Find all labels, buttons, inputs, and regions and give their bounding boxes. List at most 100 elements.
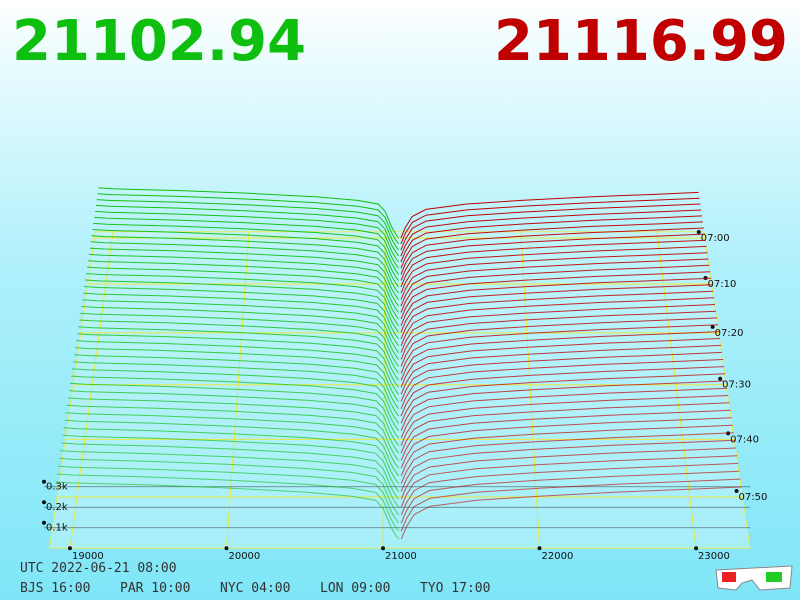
asks-layer <box>400 338 721 388</box>
bids-layer <box>67 397 400 454</box>
bids-layer <box>89 247 399 300</box>
bids-layer <box>71 375 400 431</box>
asks-layer <box>400 447 737 500</box>
x-tick-label: 23000 <box>698 551 730 562</box>
city-time: NYC 04:00 <box>220 581 290 596</box>
city-time: TYO 17:00 <box>420 581 490 596</box>
asks-layer <box>400 203 701 251</box>
asks-layer <box>400 424 733 477</box>
x-tick-label: 20000 <box>228 551 260 562</box>
city-time: PAR 10:00 <box>120 581 190 596</box>
bids-layer <box>55 481 399 540</box>
asks-layer <box>400 324 719 374</box>
asks-layer <box>400 284 713 333</box>
x-tick-label: 19000 <box>72 551 104 562</box>
bids-layer <box>95 204 400 257</box>
tick-mark <box>224 546 229 551</box>
bids-layer <box>78 326 400 381</box>
time-tick-label: 07:30 <box>722 380 751 391</box>
bids-layer <box>66 404 399 461</box>
asks-layer <box>400 215 703 263</box>
glasses-icon <box>715 565 793 591</box>
bids-layer <box>97 193 400 245</box>
z-tick-mark <box>42 520 46 525</box>
bids-layer <box>93 222 399 275</box>
asks-layer <box>400 264 710 313</box>
bids-layer <box>85 273 400 326</box>
asks-layer <box>400 209 702 257</box>
floor <box>49 231 751 549</box>
time-tick-label: 07:50 <box>739 492 768 503</box>
time-tick-label: 07:40 <box>730 434 759 445</box>
asks-layer <box>400 387 728 439</box>
asks-layer <box>400 245 707 294</box>
city-time: LON 09:00 <box>320 581 390 596</box>
bids-layer <box>90 241 399 294</box>
z-tick-mark <box>42 500 46 505</box>
bids-layer <box>68 390 400 446</box>
bids-layer <box>83 292 400 347</box>
tick-mark <box>537 546 542 551</box>
asks-layer <box>400 197 700 245</box>
time-tick-mark <box>696 230 701 234</box>
asks-layer <box>400 344 722 395</box>
asks-layer <box>400 409 731 461</box>
asks-layer <box>400 297 715 346</box>
asks-layer <box>400 290 714 340</box>
asks-layer <box>400 402 730 454</box>
asks-layer <box>400 221 704 269</box>
bids-layer <box>92 229 399 281</box>
bids-layer <box>96 199 400 251</box>
bids-layer <box>79 319 400 374</box>
grid-line <box>225 231 250 549</box>
utc-time: UTC 2022-06-21 08:00 <box>20 561 177 576</box>
bids-layer <box>64 419 400 477</box>
bids-layer <box>95 210 399 263</box>
asks-layer <box>400 373 726 424</box>
z-tick-label: 0.3k <box>46 482 68 493</box>
asks-layer <box>400 277 712 326</box>
bids-layer <box>62 434 400 492</box>
asks-layer <box>400 304 716 353</box>
asks-layer <box>400 366 725 417</box>
tick-mark <box>380 546 385 551</box>
bids-layer <box>98 187 400 239</box>
time-tick-mark <box>734 489 739 493</box>
asks-layer <box>400 395 729 446</box>
bids-layer <box>56 473 399 532</box>
asks-layer <box>400 239 706 288</box>
asks-layer <box>400 359 724 409</box>
asks-layer <box>400 432 734 484</box>
asks-layer <box>400 417 732 469</box>
time-tick-mark <box>710 324 715 329</box>
asks-layer <box>400 227 704 275</box>
time-tick-label: 07:10 <box>708 279 737 290</box>
z-tick-label: 0.2k <box>46 502 68 513</box>
asks-layer <box>400 317 718 367</box>
bids-layer <box>86 266 399 320</box>
bids-layer <box>61 442 400 500</box>
bids-layer <box>80 312 399 367</box>
asks-layer <box>400 470 740 524</box>
bids-layer <box>63 427 400 484</box>
asks-layer <box>400 439 735 492</box>
ask-price: 21116.99 <box>494 9 788 74</box>
bids-layer <box>76 340 399 395</box>
asks-layer <box>400 351 723 402</box>
bids-layer <box>82 299 399 353</box>
z-tick-mark <box>42 479 46 484</box>
asks-layer <box>400 310 717 360</box>
bids-layer <box>72 368 400 424</box>
bids-layer <box>84 286 399 340</box>
time-tick-label: 07:00 <box>701 233 730 244</box>
bids-layer <box>94 216 399 269</box>
asks-layer <box>400 331 720 381</box>
z-tick-label: 0.1k <box>46 523 68 534</box>
bids-layer <box>87 260 399 313</box>
bids-layer <box>69 382 399 439</box>
bids-layer <box>85 279 399 333</box>
asks-layer <box>400 271 711 320</box>
x-tick-label: 22000 <box>542 551 574 562</box>
